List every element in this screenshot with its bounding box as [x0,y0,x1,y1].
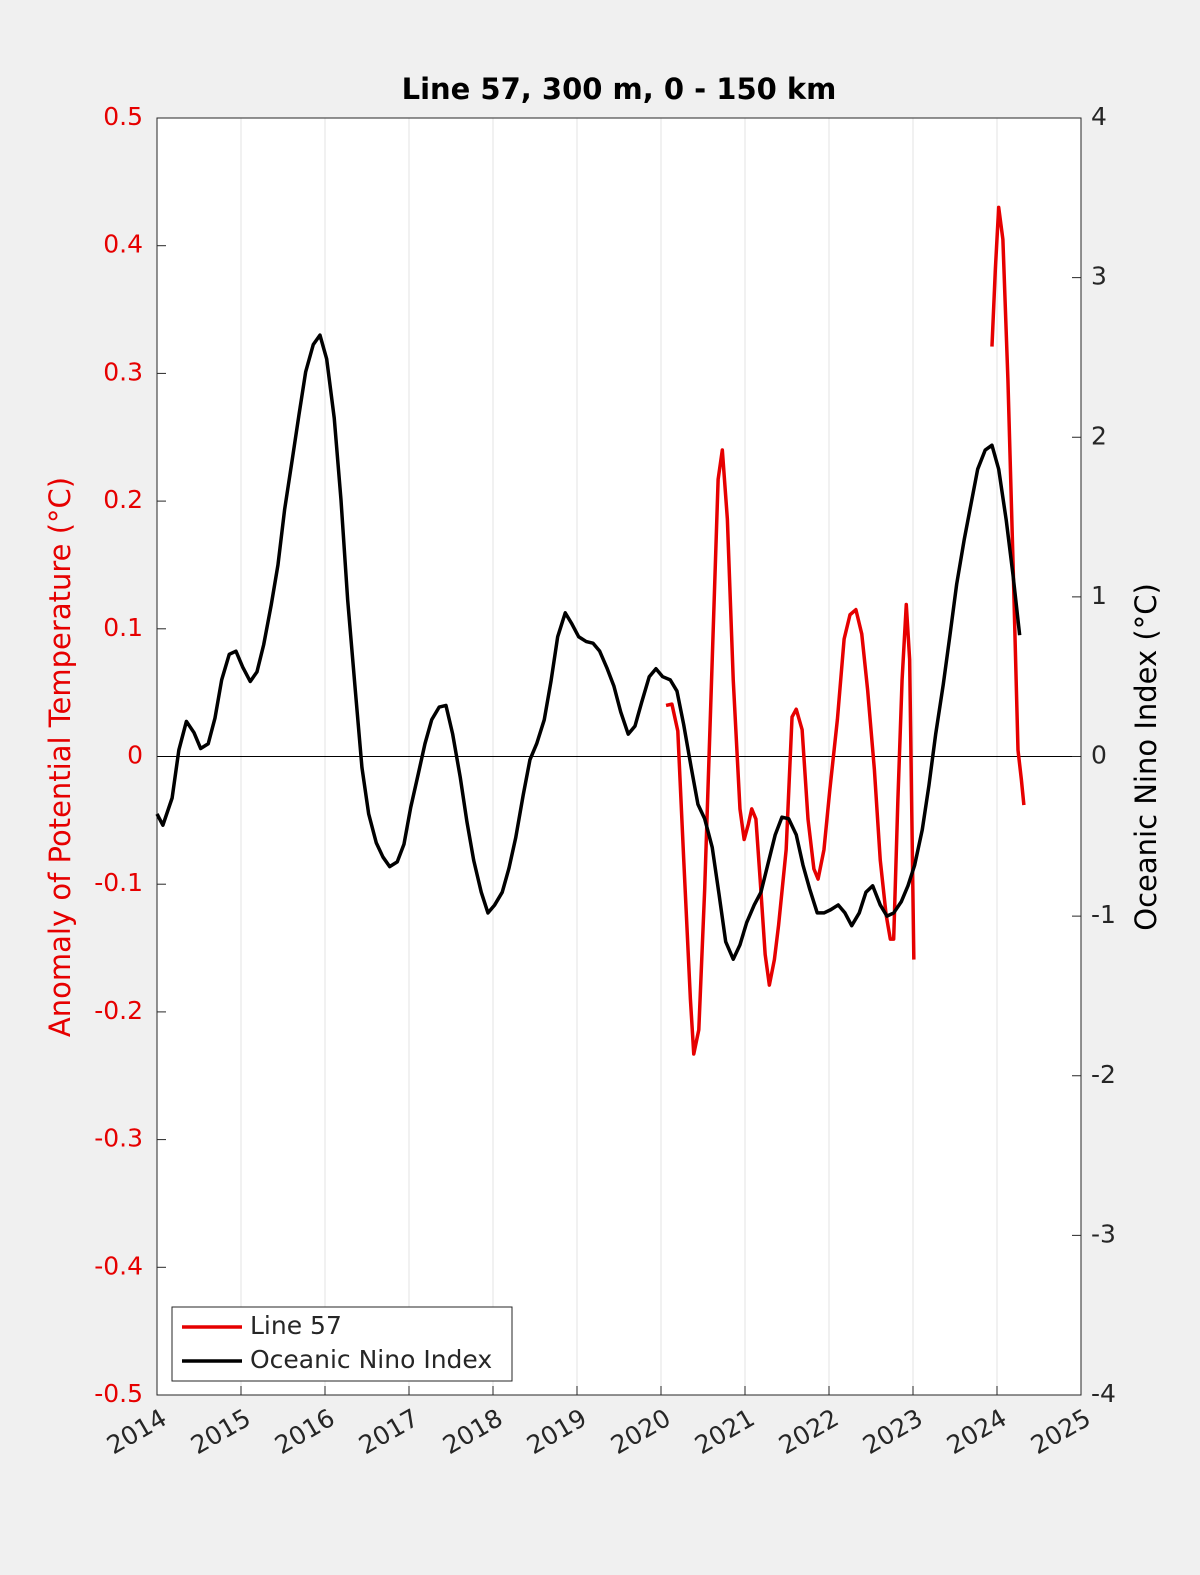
y2-tick-label: -3 [1091,1219,1116,1248]
chart-title: Line 57, 300 m, 0 - 150 km [402,72,837,106]
y2-axis-label: Oceanic Nino Index (°C) [1129,583,1163,931]
x-tick-label: 2025 [1026,1403,1096,1460]
y-tick-label: 0.1 [103,613,143,642]
y-tick-label: 0.2 [103,485,143,514]
x-tick-label: 2014 [102,1403,172,1460]
x-tick-label: 2021 [690,1403,760,1460]
y-tick-label: -0.1 [94,868,143,897]
x-tick-label: 2020 [606,1403,676,1460]
data-line [155,333,1022,961]
y-axis-label: Anomaly of Potential Temperature (°C) [43,477,77,1037]
x-tick-label: 2017 [354,1403,424,1460]
x-tick-label: 2016 [270,1403,340,1460]
legend-box [171,1306,513,1382]
y-tick-label: 0.4 [103,230,143,259]
y2-tick-label: 0 [1091,741,1107,770]
x-tick-label: 2023 [858,1403,928,1460]
data-line [665,205,1026,1056]
y-tick-label: -0.2 [94,996,143,1025]
y2-tick-label: 4 [1091,102,1107,131]
y-tick-label: 0.5 [103,102,143,131]
y2-tick-label: -1 [1091,900,1116,929]
y2-tick-label: 3 [1091,262,1107,291]
y-tick-label: -0.5 [94,1379,143,1408]
y2-tick-label: 1 [1091,581,1107,610]
y2-tick-label: -2 [1091,1060,1116,1089]
x-tick-label: 2022 [774,1403,844,1460]
x-tick-label: 2019 [522,1403,592,1460]
y-tick-label: 0 [127,741,143,770]
y-tick-label: -0.3 [94,1124,143,1153]
x-tick-label: 2015 [186,1403,256,1460]
y-tick-label: -0.4 [94,1251,143,1280]
y-tick-label: 0.3 [103,357,143,386]
legend-label: Oceanic Nino Index [250,1345,492,1374]
x-tick-label: 2018 [438,1403,508,1460]
legend-label: Line 57 [250,1311,342,1340]
y2-tick-label: -4 [1091,1379,1116,1408]
plot-frame [156,117,1082,1396]
y2-tick-label: 2 [1091,421,1107,450]
x-tick-label: 2024 [942,1403,1012,1460]
